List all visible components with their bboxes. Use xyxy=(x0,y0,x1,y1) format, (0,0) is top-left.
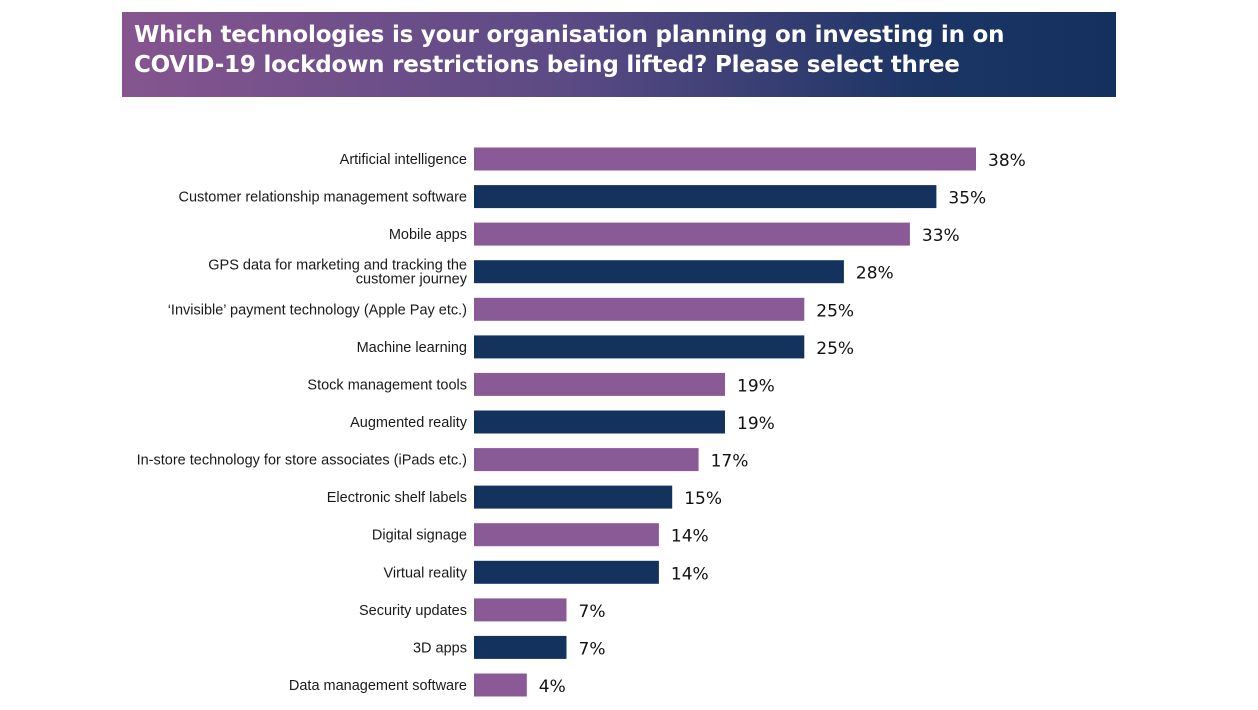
chart-title: Which technologies is your organisation … xyxy=(134,22,1005,78)
bar xyxy=(474,448,699,472)
category-label: GPS data for marketing and tracking the c… xyxy=(208,258,467,288)
bar xyxy=(474,260,844,284)
category-label: In-store technology for store associates… xyxy=(137,453,467,469)
value-label: 19% xyxy=(737,376,775,396)
value-label: 14% xyxy=(671,564,709,584)
value-label: 7% xyxy=(579,639,606,659)
bar xyxy=(474,297,805,321)
value-label: 14% xyxy=(671,527,709,547)
category-label: Stock management tools xyxy=(307,377,467,393)
bar xyxy=(474,560,659,584)
bar xyxy=(474,222,910,246)
value-label: 25% xyxy=(816,301,854,321)
category-label: Virtual reality xyxy=(383,565,467,581)
category-label: ‘Invisible’ payment technology (Apple Pa… xyxy=(168,302,467,318)
category-label: Data management software xyxy=(289,678,467,694)
category-label: Mobile apps xyxy=(389,227,467,243)
value-label: 15% xyxy=(684,489,722,509)
value-label: 35% xyxy=(948,189,986,209)
bar xyxy=(474,185,937,209)
category-label: Digital signage xyxy=(372,528,467,544)
value-label: 38% xyxy=(988,151,1026,171)
value-label: 28% xyxy=(856,264,894,284)
bar xyxy=(474,485,673,509)
category-label: Artificial intelligence xyxy=(340,152,467,168)
value-label: 19% xyxy=(737,414,775,434)
bar xyxy=(474,410,725,434)
value-label: 7% xyxy=(579,602,606,622)
category-label: Security updates xyxy=(359,603,467,619)
value-label: 4% xyxy=(539,677,566,697)
bar xyxy=(474,147,976,171)
bar xyxy=(474,673,527,697)
value-label: 33% xyxy=(922,226,960,246)
category-label: 3D apps xyxy=(413,640,467,656)
value-label: 25% xyxy=(816,339,854,359)
bar xyxy=(474,523,659,547)
bar xyxy=(474,598,567,622)
bar xyxy=(474,335,805,359)
value-label: 17% xyxy=(711,452,749,472)
category-label: Customer relationship management softwar… xyxy=(178,190,467,206)
category-label: Electronic shelf labels xyxy=(327,490,467,506)
title-banner: Which technologies is your organisation … xyxy=(122,12,1116,97)
bar xyxy=(474,372,725,396)
category-label: Augmented reality xyxy=(350,415,468,431)
bar xyxy=(474,635,567,659)
category-label: Machine learning xyxy=(357,340,467,356)
